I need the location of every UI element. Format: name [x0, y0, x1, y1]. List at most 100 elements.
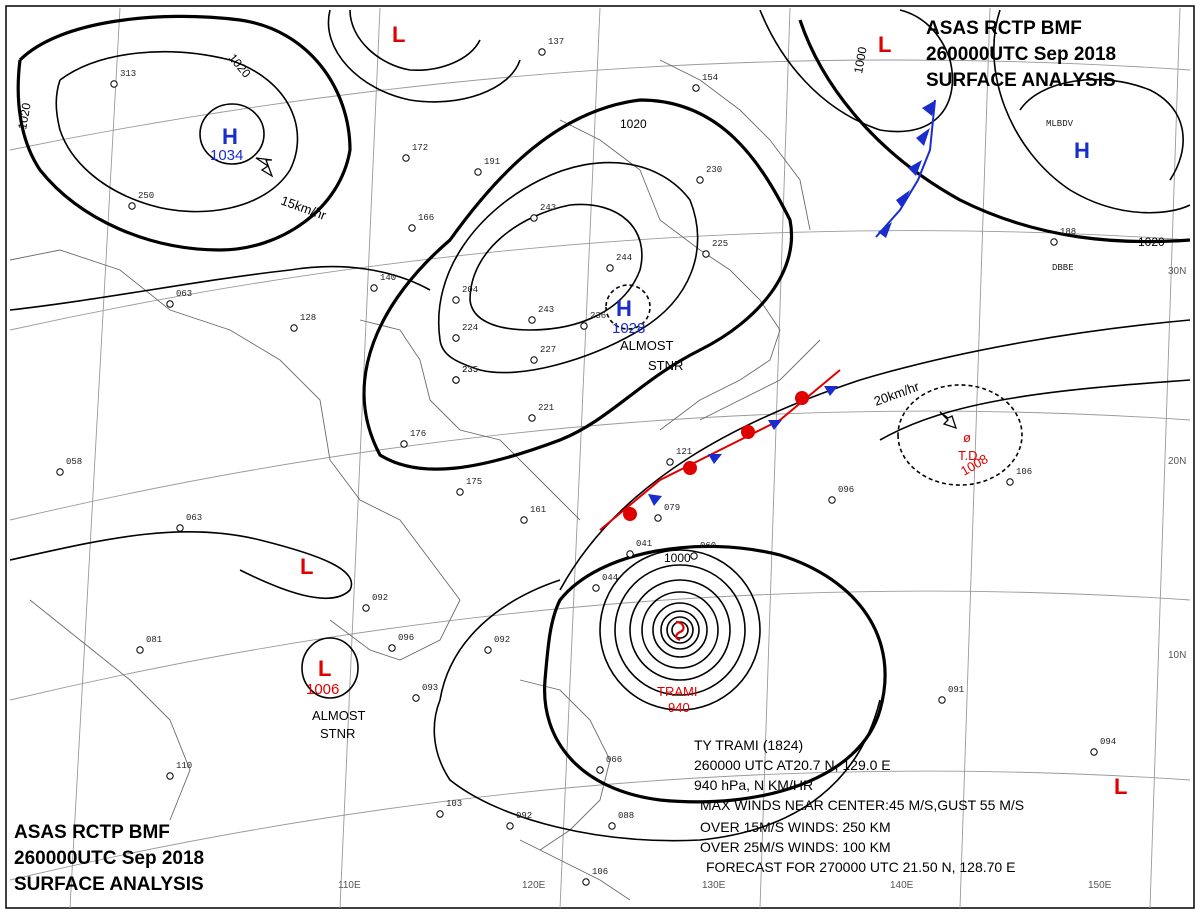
isobar-label: 1020	[620, 117, 647, 131]
station-marker	[370, 284, 378, 292]
typhoon-info-line: 260000 UTC AT20.7 N, 129.0 E	[694, 757, 891, 773]
station-pressure: 204	[462, 285, 478, 295]
isobar-label: 1020	[15, 101, 33, 130]
front-symbols	[623, 100, 936, 521]
station-pressure: 081	[146, 635, 162, 645]
station-marker	[452, 334, 460, 342]
station-marker	[520, 516, 528, 524]
station-marker	[456, 488, 464, 496]
header-line: ASAS RCTP BMF	[926, 18, 1082, 39]
header-line: SURFACE ANALYSIS	[14, 874, 204, 895]
station-pressure: 191	[484, 157, 500, 167]
station-marker	[56, 468, 64, 476]
station-marker	[362, 604, 370, 612]
station-pressure: 092	[516, 811, 532, 821]
station-pressure: 172	[412, 143, 428, 153]
station-pressure: 094	[1100, 737, 1116, 747]
station-id: DBBE	[1052, 263, 1074, 273]
station-marker	[692, 84, 700, 92]
low-pressure-symbol: L	[300, 554, 313, 579]
high-pressure-symbol: H	[222, 124, 238, 149]
station-pressure: 176	[410, 429, 426, 439]
station-pressure: 161	[530, 505, 546, 515]
station-pressure: 096	[398, 633, 414, 643]
isobars	[9, 9, 1191, 842]
station-pressure: 058	[66, 457, 82, 467]
station-id: MLBDV	[1046, 119, 1074, 129]
stationary-front	[599, 99, 936, 531]
station-pressure: 091	[948, 685, 964, 695]
station-marker	[136, 646, 144, 654]
station-pressure: 093	[422, 683, 438, 693]
lat-label: 30N	[1168, 266, 1186, 277]
station-marker	[1090, 748, 1098, 756]
station-pressure: 175	[466, 477, 482, 487]
station-marker	[606, 264, 614, 272]
movement-speed: 15km/hr	[279, 193, 329, 223]
station-pressure: 103	[446, 799, 462, 809]
lon-label: 150E	[1088, 880, 1112, 891]
station-marker	[166, 300, 174, 308]
station-pressure: 244	[616, 253, 632, 263]
station-marker	[538, 48, 546, 56]
low-pressure-symbol: L	[878, 32, 891, 57]
station-marker	[1050, 238, 1058, 246]
station-marker	[474, 168, 482, 176]
station-pressure: 221	[538, 403, 554, 413]
station-marker	[666, 458, 674, 466]
typhoon-info-line: TY TRAMI (1824)	[694, 737, 803, 753]
station-pressure: 106	[1016, 467, 1032, 477]
station-pressure: 236	[590, 311, 606, 321]
station-pressure: 066	[606, 755, 622, 765]
station-pressure: 079	[664, 503, 680, 513]
td-name: T.D.	[958, 448, 981, 463]
td-symbol: ø	[963, 430, 971, 445]
isobar-label: 1020	[226, 51, 254, 81]
almost-stnr-note: STNR	[320, 726, 355, 741]
header-bottom-left: ASAS RCTP BMF 260000UTC Sep 2018 SURFACE…	[14, 822, 204, 895]
typhoon-symbol	[675, 620, 685, 642]
isobar-label: 1000	[664, 551, 691, 565]
station-marker	[702, 250, 710, 258]
station-marker	[128, 202, 136, 210]
station-plots: 137 154 191 172 166 235 243 230 244 243 236 225 204 2…	[56, 37, 1116, 886]
station-pressure: 092	[494, 635, 510, 645]
header-line: ASAS RCTP BMF	[14, 822, 170, 843]
header-top-right: ASAS RCTP BMF 260000UTC Sep 2018 SURFACE…	[926, 18, 1116, 91]
station-pressure: 235	[462, 365, 478, 375]
station-pressure: 128	[300, 313, 316, 323]
high-pressure-symbol: H	[1074, 138, 1090, 163]
lat-label: 10N	[1168, 650, 1186, 661]
station-marker	[592, 584, 600, 592]
station-pressure: 063	[186, 513, 202, 523]
typhoon-info-line: MAX WINDS NEAR CENTER:45 M/S,GUST 55 M/S	[700, 797, 1024, 813]
header-line: 260000UTC Sep 2018	[14, 848, 204, 869]
high-pressure-symbol: H	[616, 296, 632, 321]
station-pressure: 096	[838, 485, 854, 495]
station-marker	[412, 694, 420, 702]
high-pressure-value: 1028	[612, 320, 645, 337]
station-marker	[436, 810, 444, 818]
station-marker	[506, 822, 514, 830]
typhoon-info-line: FORECAST FOR 270000 UTC 21.50 N, 128.70 …	[706, 859, 1015, 875]
station-marker	[408, 224, 416, 232]
station-marker	[452, 296, 460, 304]
longitude-labels: 110E 120E 130E 140E 150E	[338, 880, 1112, 891]
typhoon-name: TRAMI	[657, 684, 697, 699]
coastlines	[9, 59, 821, 901]
lon-label: 120E	[522, 880, 546, 891]
isobar-label: 1000	[851, 45, 869, 74]
notes: ALMOST STNR ALMOST STNR 15km/hr 20km/hr	[279, 193, 922, 741]
latitude-labels: 30N 20N 10N	[1168, 266, 1186, 661]
station-pressure: 235	[462, 365, 478, 375]
almost-stnr-note: ALMOST	[312, 708, 366, 723]
station-marker	[582, 878, 590, 886]
station-pressure: 110	[176, 761, 192, 771]
station-marker	[400, 440, 408, 448]
isobar-labels: 1020 1020 1020 1000 1020 1000	[15, 45, 1165, 565]
station-marker	[530, 356, 538, 364]
station-marker	[828, 496, 836, 504]
typhoon-pressure: 940	[668, 700, 690, 715]
header-line: 260000UTC Sep 2018	[926, 44, 1116, 65]
